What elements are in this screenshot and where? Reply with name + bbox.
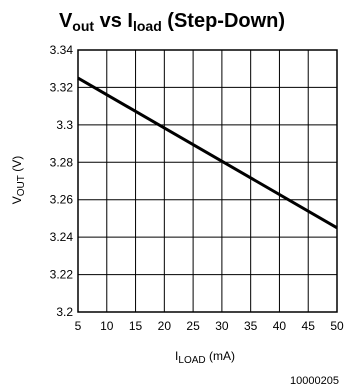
y-tick-label: 3.34: [50, 43, 74, 57]
y-tick-label: 3.26: [50, 193, 74, 207]
figure-code: 10000205: [290, 375, 339, 387]
y-tick-label: 3.24: [50, 230, 74, 244]
x-tick-label: 5: [75, 319, 82, 333]
y-axis-label: VOUT (V): [10, 156, 27, 204]
x-axis-label: ILOAD (mA): [175, 349, 235, 366]
x-tick-label: 40: [273, 319, 287, 333]
y-tick-label: 3.22: [50, 268, 74, 282]
x-tick-label: 10: [100, 319, 114, 333]
series-layer: [77, 76, 338, 230]
y-tick-labels: 3.2 3.22 3.24 3.26 3.28 3.3 3.32 3.34: [50, 43, 74, 319]
x-tick-label: 20: [158, 319, 172, 333]
y-tick-label: 3.32: [50, 80, 74, 94]
y-tick-label: 3.2: [56, 305, 73, 319]
x-tick-label: 45: [302, 319, 316, 333]
x-tick-label: 25: [186, 319, 200, 333]
grid: [77, 49, 338, 313]
plot-frame: [77, 49, 338, 313]
x-tick-labels: 5 10 15 20 25 30 35 40 45 50: [75, 319, 344, 333]
x-tick-label: 50: [330, 319, 344, 333]
y-tick-label: 3.3: [56, 118, 73, 132]
x-tick-label: 15: [129, 319, 143, 333]
series-line: [77, 76, 338, 230]
x-tick-label: 30: [215, 319, 229, 333]
y-tick-label: 3.28: [50, 155, 74, 169]
x-tick-label: 35: [244, 319, 258, 333]
chart-title: Vout vs Iload (Step-Down): [59, 10, 285, 34]
